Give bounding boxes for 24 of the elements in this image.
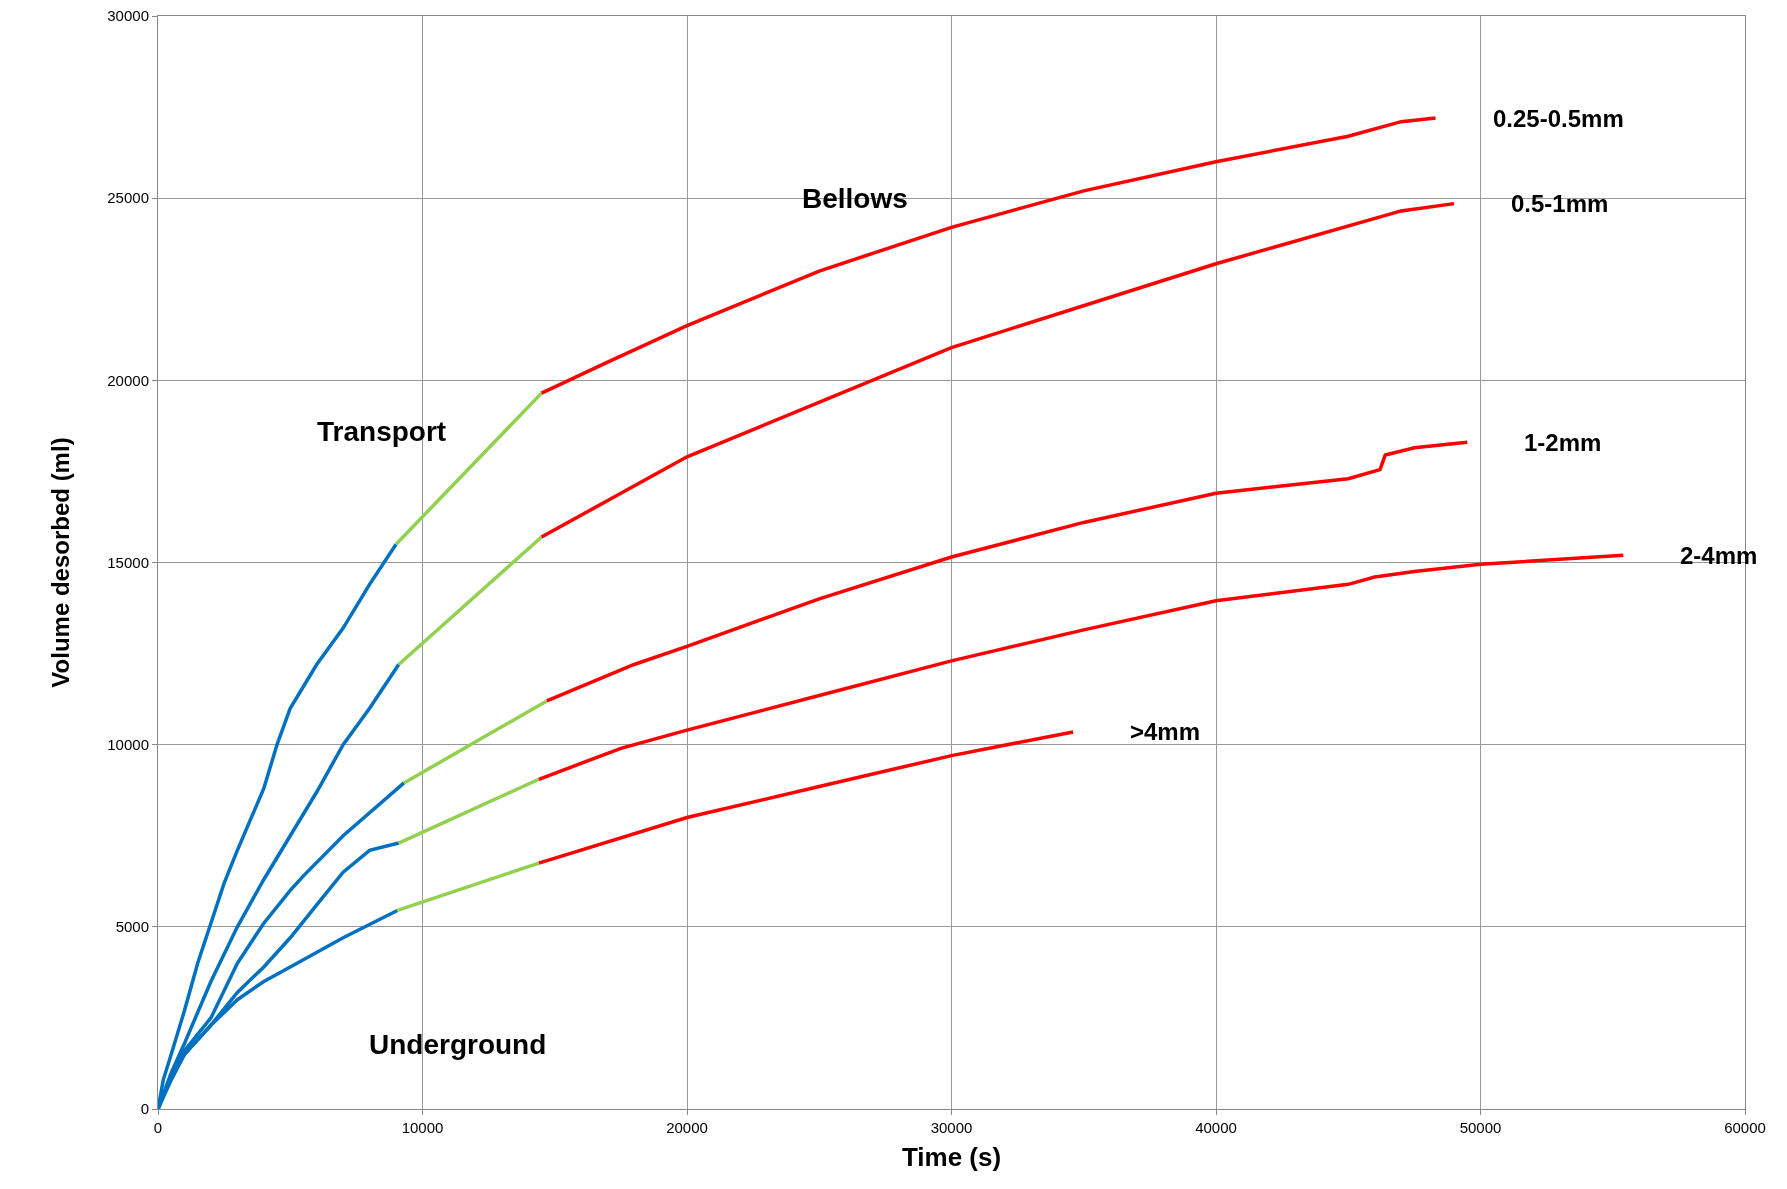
text: >4mm (1130, 718, 1201, 745)
x-axis-title: Time (s) (901, 1141, 1002, 1172)
x-tick-label: 10000 (401, 1119, 444, 1136)
y-tick-label: 5000 (115, 918, 149, 936)
y-tick-label: 10000 (107, 735, 149, 753)
text: 2-4mm (1680, 542, 1758, 569)
x-tick-label: 50000 (1459, 1119, 1502, 1136)
text: 0.5-1mm (1511, 190, 1609, 217)
text: 1-2mm (1524, 429, 1602, 456)
x-tick-label: 0 (153, 1119, 163, 1136)
annotation: Transport (317, 416, 447, 447)
y-tick-label: 15000 (107, 553, 149, 571)
x-tick-label: 40000 (1195, 1119, 1237, 1136)
x-tick-label: 60000 (1724, 1119, 1766, 1136)
y-tick-label: 0 (140, 1100, 149, 1118)
annotation: Underground (369, 1029, 547, 1060)
x-tick-label: 30000 (930, 1119, 973, 1136)
y-tick-label: 30000 (107, 7, 149, 25)
y-tick-label: 20000 (107, 371, 149, 389)
annotation: Bellows (802, 183, 908, 214)
x-tick-label: 20000 (666, 1119, 708, 1136)
y-axis-title: Volume desorbed (ml) (47, 437, 75, 688)
text: 0.25-0.5mm (1493, 105, 1624, 132)
y-tick-label: 25000 (107, 189, 149, 207)
